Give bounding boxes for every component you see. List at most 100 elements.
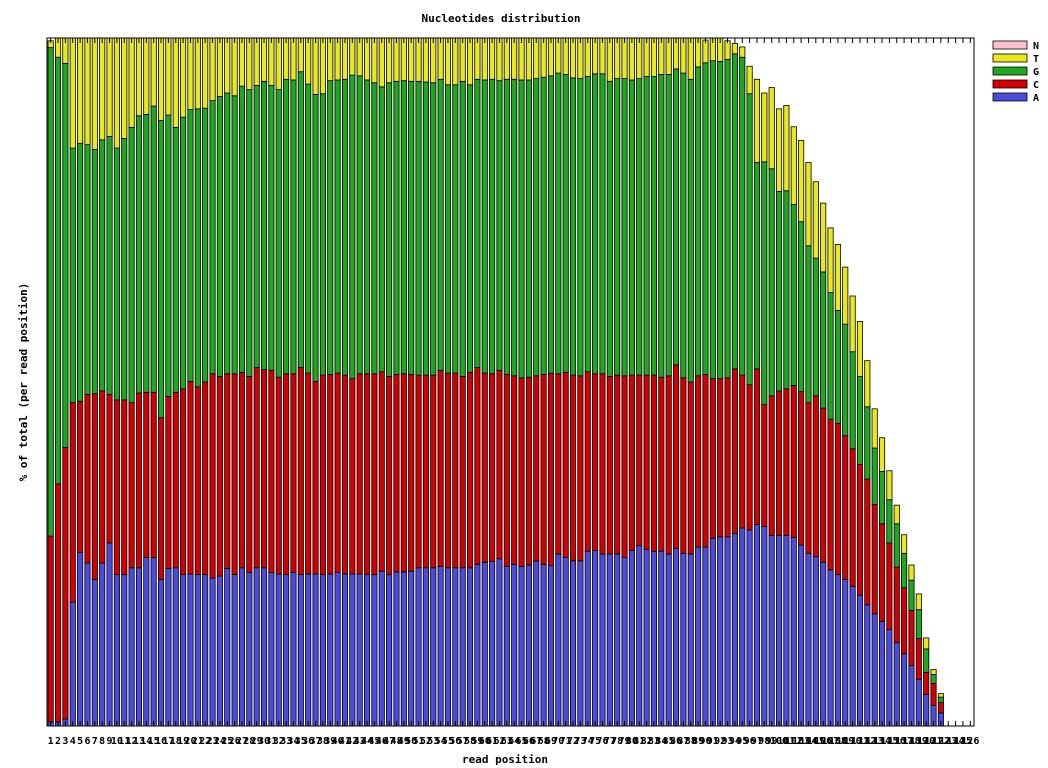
bar-C-pos-85 <box>665 375 672 555</box>
x-tick-label-40: 40 <box>332 736 344 747</box>
x-tick-label-82: 82 <box>641 736 653 747</box>
bar-G-pos-78 <box>614 78 621 376</box>
x-tick-label-91: 91 <box>707 736 719 747</box>
bar-C-pos-21 <box>194 386 201 576</box>
bar-G-pos-82 <box>643 76 650 376</box>
bar-G-pos-28 <box>246 89 253 377</box>
bar-A-pos-26 <box>231 574 238 727</box>
bar-T-pos-95 <box>739 46 746 58</box>
bar-G-pos-22 <box>202 107 209 383</box>
bar-T-pos-6 <box>84 37 91 146</box>
bar-C-pos-100 <box>775 390 783 536</box>
bar-C-pos-76 <box>599 373 606 555</box>
bar-G-pos-115 <box>886 499 893 544</box>
bar-T-pos-116 <box>893 504 900 525</box>
bar-G-pos-110 <box>849 351 856 450</box>
bar-T-pos-36 <box>305 37 312 85</box>
x-tick-label-126: 126 <box>961 736 979 747</box>
bar-T-pos-79 <box>621 37 628 79</box>
bar-G-pos-73 <box>577 78 584 377</box>
bar-T-pos-31 <box>268 37 275 86</box>
bar-A-pos-88 <box>687 553 694 727</box>
bar-T-pos-23 <box>209 37 216 102</box>
bar-C-pos-58 <box>466 371 474 569</box>
x-tick-label-5: 5 <box>77 736 83 747</box>
bar-A-pos-54 <box>437 565 444 727</box>
bar-A-pos-48 <box>393 571 400 727</box>
bar-T-pos-38 <box>319 37 326 95</box>
bar-T-pos-118 <box>908 564 915 581</box>
bar-G-pos-21 <box>194 108 201 388</box>
bar-C-pos-17 <box>165 396 172 569</box>
bar-T-pos-112 <box>864 360 871 408</box>
x-tick-label-13: 13 <box>133 736 145 747</box>
bar-G-pos-93 <box>724 58 731 379</box>
bar-G-pos-81 <box>636 78 643 376</box>
x-tick-label-87: 87 <box>677 736 689 747</box>
bar-T-pos-88 <box>687 37 694 80</box>
x-tick-label-123: 123 <box>939 736 957 747</box>
legend-swatch-C <box>992 79 1028 89</box>
bar-A-pos-21 <box>194 574 201 727</box>
bar-A-pos-61 <box>489 561 496 727</box>
legend-swatch-N <box>992 40 1028 50</box>
bar-T-pos-109 <box>842 266 849 325</box>
bar-G-pos-83 <box>650 76 658 376</box>
bar-A-pos-108 <box>834 574 841 727</box>
x-tick-label-33: 33 <box>280 736 292 747</box>
bar-C-pos-50 <box>408 374 415 572</box>
bar-C-pos-101 <box>783 388 790 536</box>
x-tick-label-118: 118 <box>902 736 920 747</box>
bar-C-pos-65 <box>518 377 525 567</box>
bar-A-pos-113 <box>871 613 878 727</box>
bar-C-pos-16 <box>157 417 165 580</box>
bar-G-pos-72 <box>569 77 577 376</box>
bar-G-pos-62 <box>496 80 503 371</box>
bar-T-pos-64 <box>511 37 518 80</box>
bar-T-pos-82 <box>643 37 650 77</box>
bar-G-pos-9 <box>106 135 113 395</box>
legend-swatch-T <box>992 53 1028 63</box>
x-tick-label-48: 48 <box>390 736 402 747</box>
bar-T-pos-13 <box>135 37 143 117</box>
bar-G-pos-37 <box>312 94 319 382</box>
bar-A-pos-66 <box>525 564 532 727</box>
x-tick-label-104: 104 <box>799 736 817 747</box>
bar-A-pos-58 <box>466 567 474 727</box>
bar-G-pos-5 <box>77 142 84 402</box>
bar-C-pos-42 <box>349 378 356 575</box>
bar-C-pos-53 <box>430 374 437 569</box>
bar-A-pos-112 <box>864 604 871 727</box>
bar-A-pos-39 <box>327 573 334 727</box>
bar-C-pos-105 <box>812 395 819 558</box>
bar-T-pos-48 <box>393 37 400 82</box>
bar-A-pos-45 <box>371 574 378 727</box>
bar-C-pos-12 <box>128 402 135 569</box>
bar-C-pos-2 <box>54 483 62 723</box>
bar-C-pos-24 <box>216 376 223 577</box>
bar-G-pos-120 <box>923 648 930 673</box>
bar-C-pos-13 <box>135 392 143 569</box>
bar-C-pos-94 <box>731 368 738 534</box>
bar-C-pos-75 <box>592 373 599 551</box>
bar-C-pos-78 <box>614 374 621 555</box>
x-tick-label-99: 99 <box>766 736 778 747</box>
bar-C-pos-109 <box>842 435 849 580</box>
bar-G-pos-92 <box>717 60 724 379</box>
x-tick-label-29: 29 <box>251 736 263 747</box>
x-tick-label-93: 93 <box>722 736 734 747</box>
bar-T-pos-25 <box>224 37 231 94</box>
bar-G-pos-100 <box>775 191 783 392</box>
bar-T-pos-74 <box>584 37 591 77</box>
bar-G-pos-38 <box>319 93 326 376</box>
x-tick-label-60: 60 <box>479 736 491 747</box>
bar-A-pos-79 <box>621 557 628 727</box>
bar-G-pos-88 <box>687 78 694 383</box>
x-tick-label-116: 116 <box>888 736 906 747</box>
bar-G-pos-66 <box>525 79 532 378</box>
bar-C-pos-7 <box>91 393 98 580</box>
bar-G-pos-14 <box>143 113 150 393</box>
bar-T-pos-102 <box>790 126 797 205</box>
bar-A-pos-7 <box>91 579 98 727</box>
bar-C-pos-64 <box>511 375 518 565</box>
